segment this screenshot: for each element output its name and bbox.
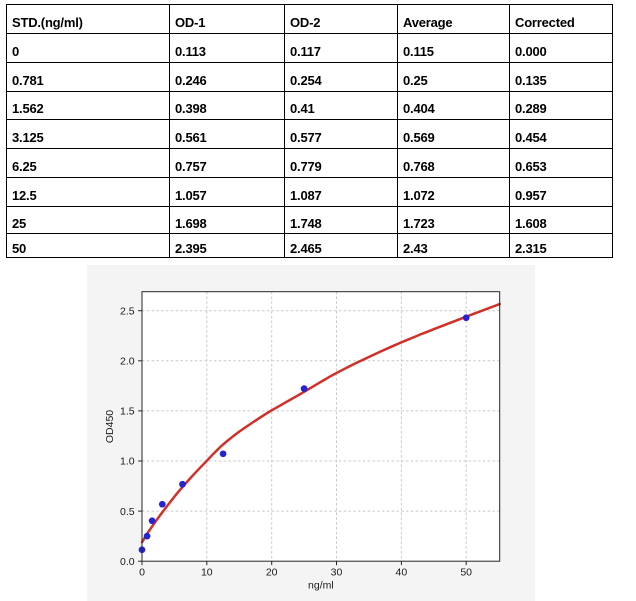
svg-text:OD450: OD450 (104, 410, 116, 443)
svg-text:2.5: 2.5 (120, 305, 135, 317)
svg-text:ng/ml: ng/ml (308, 580, 334, 592)
svg-text:30: 30 (331, 567, 343, 579)
svg-text:0: 0 (139, 567, 145, 579)
svg-text:10: 10 (201, 567, 213, 579)
svg-text:0.5: 0.5 (120, 506, 135, 518)
svg-text:20: 20 (266, 567, 278, 579)
svg-text:1.0: 1.0 (120, 456, 135, 468)
svg-text:2.0: 2.0 (120, 356, 135, 368)
svg-text:1.5: 1.5 (120, 406, 135, 418)
svg-text:40: 40 (396, 567, 408, 579)
svg-text:0.0: 0.0 (120, 556, 135, 568)
svg-text:50: 50 (460, 567, 472, 579)
